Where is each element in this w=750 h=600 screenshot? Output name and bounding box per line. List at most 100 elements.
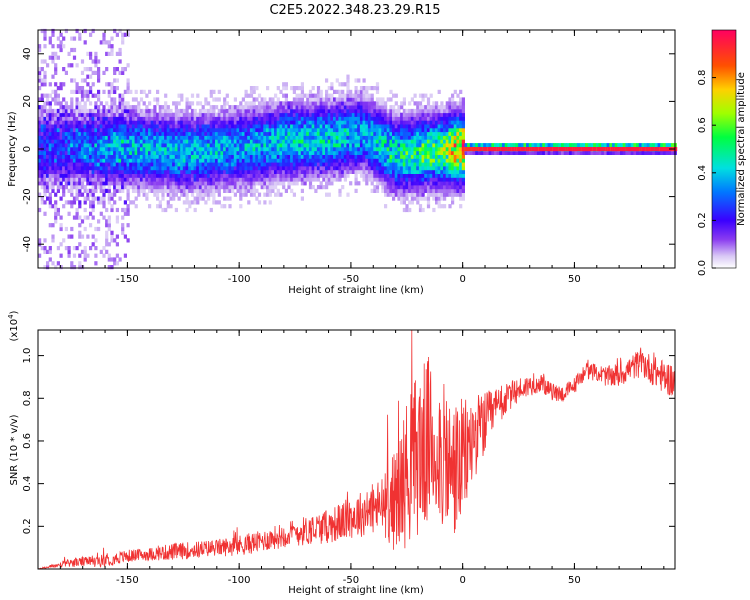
heatmap-cell (83, 173, 87, 178)
heatmap-cell (46, 169, 50, 174)
heatmap-cell (244, 192, 248, 197)
heatmap-cell (97, 185, 101, 190)
heatmap-cell (333, 112, 337, 117)
heatmap-cell (603, 143, 608, 148)
heatmap-cell (300, 93, 304, 98)
heatmap-cell (284, 116, 288, 121)
heatmap-cell (341, 162, 345, 167)
heatmap-cell (169, 177, 173, 182)
heatmap-cell (177, 177, 181, 182)
heatmap-cell (437, 196, 441, 201)
heatmap-cell (51, 28, 55, 34)
heatmap-cell (91, 173, 95, 178)
heatmap-cell (325, 112, 329, 117)
heatmap-cell (456, 181, 460, 186)
heatmap-cell (408, 162, 412, 167)
heatmap-cell (115, 105, 119, 110)
heatmap-cell (148, 116, 152, 121)
heatmap-cell (139, 116, 144, 121)
heatmap-cell (118, 120, 122, 125)
heatmap-cell (451, 200, 455, 205)
heatmap-cell (416, 200, 420, 205)
heatmap-cell (279, 143, 283, 148)
heatmap-cell (198, 196, 203, 201)
heatmap-cell (241, 116, 245, 121)
heatmap-cell (311, 116, 315, 121)
heatmap-cell (86, 215, 90, 220)
heatmap-cell (110, 89, 114, 94)
heatmap-cell (62, 120, 66, 125)
heatmap-cell (223, 101, 227, 106)
heatmap-cell (86, 169, 90, 174)
heatmap-cell (257, 143, 262, 148)
heatmap-cell (298, 131, 302, 136)
heatmap-cell (212, 181, 216, 186)
heatmap-cell (185, 139, 189, 144)
heatmap-cell (365, 131, 369, 136)
heatmap-cell (113, 127, 117, 133)
heatmap-cell (330, 154, 334, 159)
heatmap-cell (134, 135, 138, 140)
heatmap-cell (204, 181, 208, 186)
heatmap-cell (271, 135, 275, 140)
heatmap-cell (51, 158, 55, 163)
heatmap-cell (115, 150, 119, 155)
heatmap-cell (362, 139, 366, 144)
heatmap-cell (367, 177, 372, 182)
heatmap-cell (123, 127, 127, 133)
heatmap-cell (43, 44, 47, 49)
heatmap-cell (156, 173, 160, 178)
heatmap-cell (78, 177, 82, 182)
heatmap-cell (257, 105, 262, 110)
heatmap-cell (327, 150, 331, 155)
heatmap-cell (91, 116, 95, 121)
heatmap-cell (190, 143, 195, 148)
heatmap-cell (59, 120, 63, 125)
heatmap-cell (402, 139, 406, 144)
heatmap-cell (437, 162, 441, 167)
heatmap-cell (268, 181, 272, 186)
heatmap-cell (107, 51, 111, 56)
heatmap-cell (429, 192, 433, 197)
heatmap-cell (370, 143, 374, 148)
heatmap-cell (54, 215, 58, 220)
heatmap-cell (161, 166, 165, 171)
heatmap-cell (72, 150, 77, 155)
heatmap-cell (48, 131, 52, 136)
heatmap-cell (418, 105, 423, 110)
heatmap-cell (292, 177, 296, 182)
heatmap-cell (671, 150, 675, 155)
heatmap-cell (62, 36, 66, 41)
heatmap-cell (451, 173, 455, 178)
heatmap-cell (67, 112, 71, 117)
heatmap-cell (204, 108, 208, 114)
heatmap-cell (80, 234, 85, 239)
heatmap-cell (333, 173, 337, 178)
heatmap-cell (314, 173, 318, 178)
heatmap-cell (354, 89, 358, 94)
heatmap-cell (145, 135, 149, 140)
heatmap-cell (212, 139, 216, 144)
heatmap-cell (220, 204, 224, 209)
heatmap-cell (145, 177, 149, 182)
heatmap-cell (94, 150, 98, 155)
heatmap-cell (43, 162, 47, 167)
heatmap-cell (367, 112, 372, 117)
heatmap-cell (542, 150, 546, 155)
heatmap-cell (161, 147, 165, 152)
heatmap-cell (448, 112, 452, 117)
heatmap-cell (118, 257, 122, 262)
heatmap-cell (381, 139, 385, 144)
heatmap-cell (319, 101, 323, 106)
heatmap-cell (123, 177, 127, 182)
heatmap-cell (169, 112, 173, 117)
heatmap-cell (306, 93, 310, 98)
heatmap-cell (196, 200, 200, 205)
heatmap-cell (75, 82, 79, 87)
heatmap-cell (174, 120, 178, 125)
heatmap-cell (386, 97, 390, 102)
heatmap-cell (129, 158, 133, 163)
heatmap-cell (384, 116, 388, 121)
heatmap-cell (121, 131, 125, 136)
heatmap-cell (375, 82, 380, 87)
